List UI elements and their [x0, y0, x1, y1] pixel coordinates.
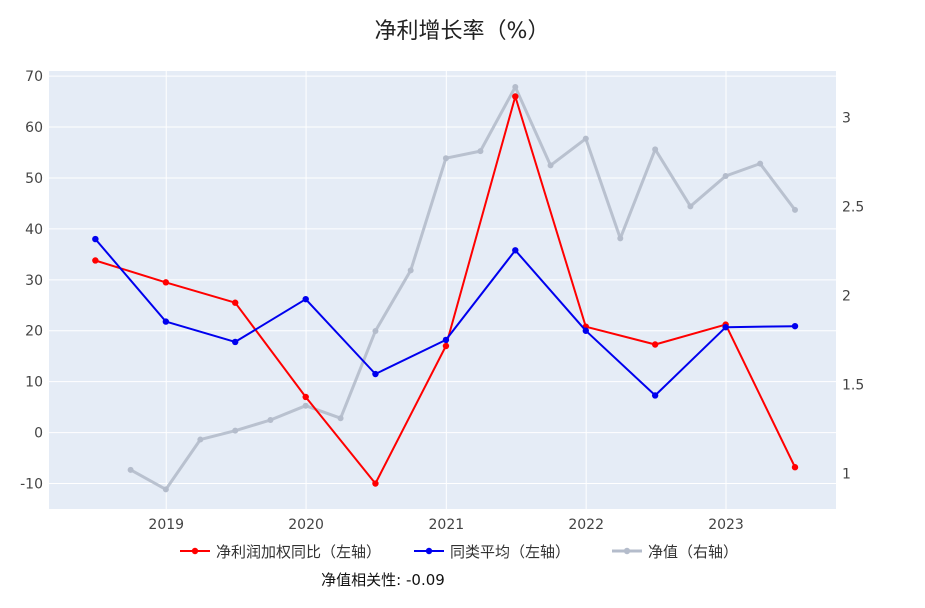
data-point	[547, 162, 554, 169]
data-point	[162, 318, 170, 325]
data-point	[687, 203, 694, 210]
right-tick-label: 1	[842, 466, 851, 482]
legend: 净利润加权同比（左轴） 同类平均（左轴） 净值（右轴）	[180, 543, 738, 561]
data-point	[92, 235, 99, 243]
data-point	[232, 338, 239, 346]
gridlines	[49, 71, 836, 509]
data-point	[162, 279, 170, 286]
data-point	[197, 436, 204, 443]
legend-label: 净值（右轴）	[648, 543, 738, 561]
data-point	[92, 257, 99, 264]
data-point	[512, 84, 519, 91]
legend-marker	[623, 547, 631, 555]
legend-marker	[425, 547, 433, 555]
legend-label: 同类平均（左轴）	[450, 543, 570, 561]
data-point	[372, 480, 379, 487]
chart-title: 净利增长率（%）	[375, 19, 550, 44]
data-point	[407, 267, 414, 274]
left-tick-label: 40	[25, 222, 43, 238]
right-axis: 1 1.5 2 2.5 3	[842, 110, 864, 482]
data-point	[372, 370, 379, 378]
data-point	[582, 327, 589, 334]
data-point	[757, 160, 764, 167]
data-point	[722, 323, 729, 331]
left-tick-label: -10	[20, 477, 43, 493]
x-tick-label: 2022	[568, 517, 604, 533]
data-point	[127, 466, 134, 473]
data-point	[652, 146, 659, 153]
left-tick-label: 20	[25, 324, 43, 340]
x-tick-label: 2019	[148, 517, 184, 533]
series-0	[92, 93, 799, 487]
data-point	[617, 235, 624, 242]
data-point	[791, 322, 799, 330]
legend-item[interactable]: 净利润加权同比（左轴）	[180, 543, 381, 561]
left-tick-label: 10	[25, 375, 43, 391]
x-tick-label: 2023	[708, 517, 744, 533]
plot-area	[49, 71, 836, 509]
x-axis: 2019 2020 2021 2022 2023	[148, 517, 743, 533]
data-point	[512, 93, 519, 100]
right-tick-label: 2.5	[842, 199, 864, 215]
legend-marker	[191, 547, 199, 555]
data-point	[232, 299, 239, 306]
left-tick-label: 30	[25, 273, 43, 289]
left-tick-label: 70	[25, 69, 43, 85]
series-layer	[92, 84, 799, 493]
data-point	[582, 135, 589, 142]
data-point	[232, 427, 239, 434]
legend-item[interactable]: 同类平均（左轴）	[414, 543, 570, 561]
data-point	[302, 295, 309, 303]
x-tick-label: 2020	[288, 517, 324, 533]
data-point	[302, 393, 309, 401]
data-point	[651, 392, 659, 399]
correlation-annotation: 净值相关性: -0.09	[321, 571, 445, 589]
series-2	[127, 84, 799, 493]
left-tick-label: 60	[25, 120, 43, 136]
data-point	[442, 336, 450, 344]
data-point	[791, 464, 799, 471]
data-point	[162, 486, 169, 493]
left-tick-label: 0	[34, 426, 43, 442]
data-point	[477, 148, 484, 155]
x-tick-label: 2021	[429, 517, 465, 533]
left-axis: -10 0 10 20 30 40 50 60 70	[20, 69, 43, 492]
series-1	[92, 235, 799, 399]
data-point	[722, 173, 729, 180]
data-point	[512, 247, 519, 254]
data-point	[337, 415, 344, 422]
data-point	[267, 416, 274, 423]
right-tick-label: 2	[842, 288, 851, 304]
data-point	[792, 206, 799, 213]
series-line	[129, 85, 797, 491]
data-point	[442, 155, 449, 162]
legend-label: 净利润加权同比（左轴）	[216, 543, 381, 561]
data-point	[302, 402, 309, 409]
data-point	[372, 327, 379, 334]
right-tick-label: 3	[842, 110, 851, 126]
legend-item[interactable]: 净值（右轴）	[612, 543, 738, 561]
data-point	[651, 341, 659, 348]
data-point	[442, 342, 450, 350]
left-tick-label: 50	[25, 171, 43, 187]
right-tick-label: 1.5	[842, 377, 864, 393]
